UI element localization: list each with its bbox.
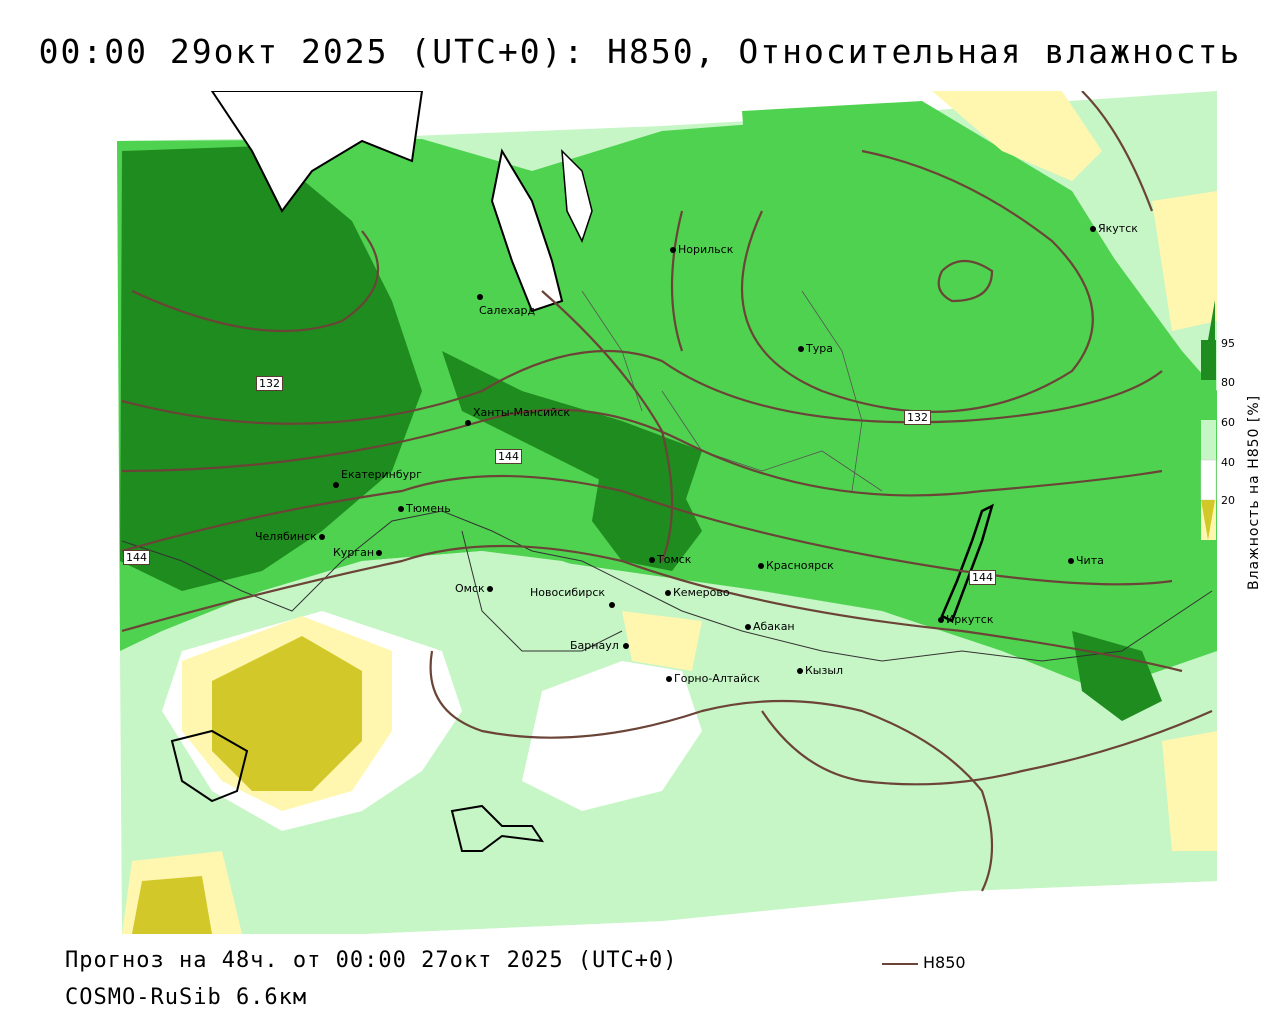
contour-label: 132 <box>256 376 283 391</box>
city-norilsk: Норильск <box>670 243 733 256</box>
colorbar-tick: 80 <box>1221 376 1235 389</box>
city-marker-icon <box>398 506 404 512</box>
colorbar-band-80 <box>1201 380 1216 420</box>
colorbar-bottom-arrow <box>1201 500 1215 540</box>
city-kemerovo: Кемерово <box>665 586 730 599</box>
city-marker-icon <box>745 624 751 630</box>
city-krasnoyarsk: Красноярск <box>758 559 834 572</box>
colorbar-tick: 60 <box>1221 416 1235 429</box>
colorbar-top-arrow <box>1208 300 1215 340</box>
h850-legend-label: H850 <box>923 953 966 972</box>
colorbar-tick: 40 <box>1221 456 1235 469</box>
contour-label: 144 <box>969 570 996 585</box>
city-chelyabinsk: Челябинск <box>255 530 327 543</box>
colorbar-band-40 <box>1200 459 1217 501</box>
colorbar-band-60 <box>1201 420 1216 460</box>
city-marker-icon <box>318 534 325 540</box>
city-irkutsk: Иркутск <box>938 613 993 626</box>
city-yakutsk: Якутск <box>1090 222 1138 235</box>
city-marker-icon <box>376 550 383 556</box>
city-marker-icon <box>649 557 655 563</box>
colorbar-tick: 95 <box>1221 337 1235 350</box>
city-marker-icon <box>333 482 339 488</box>
city-marker-icon <box>609 602 616 608</box>
city-chita: Чита <box>1068 554 1104 567</box>
forecast-info: Прогноз на 48ч. от 00:00 27окт 2025 (UTC… <box>65 948 678 973</box>
contour-label: 132 <box>904 410 931 425</box>
city-marker-icon <box>1090 226 1096 232</box>
city-marker-icon <box>477 294 483 300</box>
colorbar-band-95 <box>1201 340 1216 380</box>
model-name: COSMO-RuSib 6.6км <box>65 985 308 1010</box>
city-marker-icon <box>622 643 629 649</box>
city-salekhard: Салехард <box>477 290 541 317</box>
city-abakan: Абакан <box>745 620 795 633</box>
city-marker-icon <box>465 420 471 426</box>
contour-label: 144 <box>495 449 522 464</box>
city-kurgan: Курган <box>333 546 384 559</box>
city-marker-icon <box>665 590 671 596</box>
city-tomsk: Томск <box>649 553 691 566</box>
humidity-map <box>62 91 1217 934</box>
city-marker-icon <box>486 586 493 592</box>
city-novosibirsk: Новосибирск <box>530 586 616 608</box>
city-omsk: Омск <box>455 582 495 595</box>
map-title: 00:00 29окт 2025 (UTC+0): H850, Относите… <box>38 32 1242 71</box>
city-tura: Тура <box>798 342 833 355</box>
city-marker-icon <box>758 563 764 569</box>
contour-label: 144 <box>123 550 150 565</box>
city-marker-icon <box>666 676 672 682</box>
h850-legend-line <box>882 963 918 965</box>
city-marker-icon <box>670 247 676 253</box>
city-marker-icon <box>798 346 804 352</box>
map-canvas <box>62 91 1217 934</box>
colorbar-tick: 20 <box>1221 494 1235 507</box>
colorbar-title: Влажность на H850 [%] <box>1246 394 1262 590</box>
city-marker-icon <box>938 617 944 623</box>
city-gorno-altaysk: Горно-Алтайск <box>666 672 760 685</box>
city-yekaterinburg: Екатеринбург <box>333 468 422 491</box>
city-marker-icon <box>797 668 803 674</box>
colorbar <box>1200 300 1217 540</box>
city-marker-icon <box>1068 558 1074 564</box>
city-khanty-mansiysk: Ханты-Мансийск <box>465 406 570 429</box>
city-kyzyl: Кызыл <box>797 664 843 677</box>
city-barnaul: Барнаул <box>570 639 631 652</box>
city-tyumen: Тюмень <box>398 502 451 515</box>
